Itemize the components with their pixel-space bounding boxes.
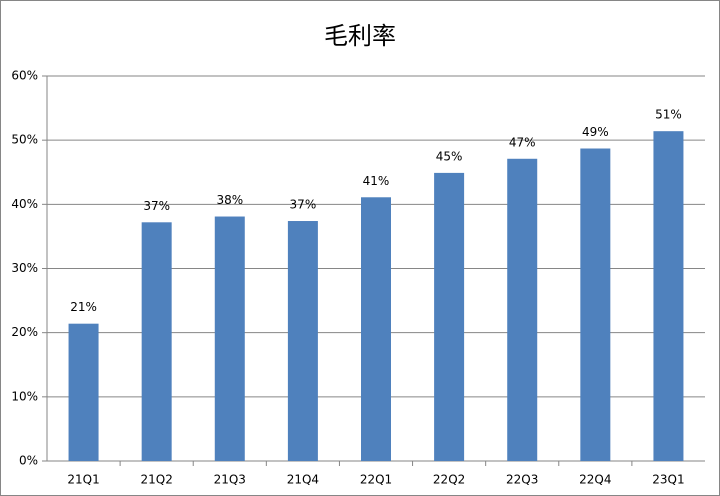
x-tick-label: 21Q3 bbox=[214, 473, 246, 487]
x-tick-label: 21Q2 bbox=[140, 473, 172, 487]
value-label: 51% bbox=[655, 108, 682, 122]
bar bbox=[287, 221, 318, 461]
value-label: 41% bbox=[363, 174, 390, 188]
y-tick-label: 20% bbox=[11, 325, 38, 339]
y-tick-label: 40% bbox=[11, 197, 38, 211]
bar bbox=[507, 158, 538, 461]
x-tick-label: 22Q4 bbox=[579, 473, 611, 487]
y-tick-label: 50% bbox=[11, 133, 38, 147]
chart-title: 毛利率 bbox=[324, 22, 396, 50]
value-label: 49% bbox=[582, 125, 609, 139]
x-tick-label: 22Q1 bbox=[360, 473, 392, 487]
bar bbox=[653, 131, 684, 461]
value-label: 38% bbox=[216, 193, 243, 207]
bar bbox=[68, 323, 99, 461]
bar bbox=[361, 197, 391, 461]
x-tick-label: 21Q4 bbox=[287, 473, 319, 487]
x-tick-label: 22Q3 bbox=[506, 473, 538, 487]
bar bbox=[141, 222, 172, 461]
bar bbox=[434, 172, 465, 461]
y-tick-label: 30% bbox=[11, 261, 38, 275]
x-tick-label: 21Q1 bbox=[67, 473, 99, 487]
value-label: 21% bbox=[70, 300, 97, 314]
bar bbox=[214, 216, 245, 461]
y-tick-label: 60% bbox=[11, 69, 38, 83]
value-label: 47% bbox=[509, 135, 536, 149]
value-label: 37% bbox=[290, 198, 317, 212]
x-tick-label: 22Q2 bbox=[433, 473, 465, 487]
x-tick-label: 23Q1 bbox=[652, 473, 684, 487]
value-label: 37% bbox=[143, 199, 170, 213]
bar bbox=[580, 148, 611, 461]
y-tick-label: 0% bbox=[19, 454, 38, 468]
value-label: 45% bbox=[436, 149, 463, 163]
y-tick-label: 10% bbox=[11, 389, 38, 403]
